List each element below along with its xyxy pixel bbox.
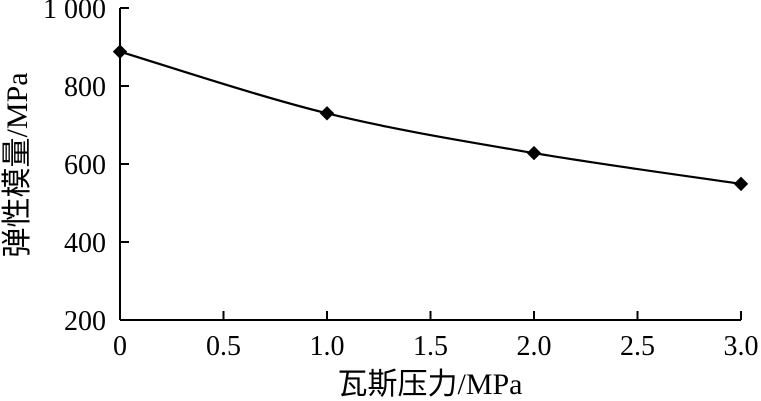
x-tick-label: 2.5 bbox=[620, 331, 655, 362]
series-line bbox=[119, 50, 742, 185]
y-tick-label: 200 bbox=[64, 306, 106, 337]
chart-ticks: 0 0.5 1.0 1.5 2.0 2.5 3.0 200 400 600 800 1 000 bbox=[43, 0, 759, 362]
plot-area bbox=[112, 44, 749, 192]
y-tick-label: 400 bbox=[64, 228, 106, 259]
x-tick-label: 0.5 bbox=[206, 331, 241, 362]
data-point-marker bbox=[526, 145, 542, 161]
data-point-marker bbox=[319, 106, 335, 121]
x-tick-label: 2.0 bbox=[517, 331, 552, 362]
y-tick-label: 800 bbox=[64, 72, 106, 103]
data-point-marker bbox=[733, 176, 749, 192]
x-tick-label: 3.0 bbox=[724, 331, 759, 362]
chart-axes bbox=[119, 8, 741, 321]
y-tick-label: 600 bbox=[64, 150, 106, 181]
y-axis-title: 弹性模量/MPa bbox=[1, 72, 34, 257]
x-tick-label: 1.5 bbox=[413, 331, 448, 362]
x-tick-label: 0 bbox=[113, 331, 127, 362]
x-axis-title: 瓦斯压力/MPa bbox=[337, 368, 522, 401]
x-tick-label: 1.0 bbox=[310, 331, 345, 362]
y-tick-label: 1 000 bbox=[43, 0, 106, 25]
data-point-marker bbox=[112, 44, 128, 59]
